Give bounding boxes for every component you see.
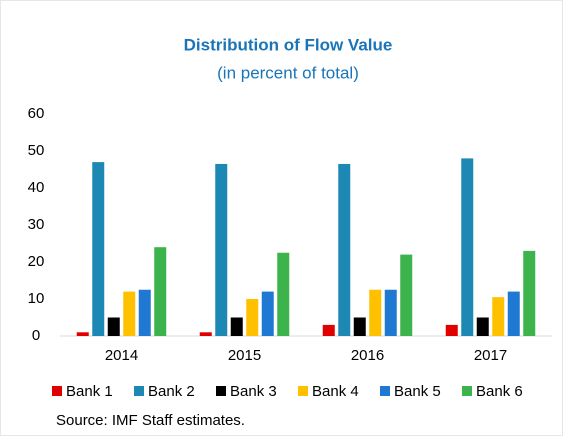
y-tick-label: 0 <box>32 327 40 344</box>
bar <box>138 289 151 336</box>
x-tick-label: 2016 <box>351 347 384 364</box>
bar <box>461 158 474 336</box>
legend-swatch <box>380 386 390 396</box>
bar <box>338 163 351 336</box>
legend-label: Bank 1 <box>66 383 113 400</box>
bar <box>261 291 274 336</box>
legend-swatch <box>52 386 62 396</box>
bar <box>322 324 335 336</box>
y-tick-label: 60 <box>28 105 45 122</box>
bar <box>246 299 259 336</box>
bar <box>107 317 120 336</box>
bar <box>445 324 458 336</box>
bar <box>523 250 536 336</box>
source-note: Source: IMF Staff estimates. <box>56 412 245 429</box>
y-tick-label: 10 <box>28 290 45 307</box>
bar <box>384 289 397 336</box>
bar <box>277 252 290 336</box>
legend-label: Bank 5 <box>394 383 441 400</box>
legend-label: Bank 2 <box>148 383 195 400</box>
bar <box>215 163 228 336</box>
bar <box>154 247 167 336</box>
y-tick-label: 20 <box>28 253 45 270</box>
bar <box>369 289 382 336</box>
bar <box>507 291 520 336</box>
legend-swatch <box>134 386 144 396</box>
bar <box>76 332 89 336</box>
legend-label: Bank 6 <box>476 383 523 400</box>
bar <box>92 162 105 336</box>
legend-label: Bank 3 <box>230 383 277 400</box>
x-tick-label: 2015 <box>228 347 261 364</box>
bar <box>199 332 212 336</box>
chart-subtitle: (in percent of total) <box>217 63 359 82</box>
x-tick-label: 2017 <box>474 347 507 364</box>
bar <box>400 254 413 336</box>
legend-swatch <box>216 386 226 396</box>
bar <box>123 291 136 336</box>
chart-title: Distribution of Flow Value <box>184 35 393 54</box>
legend-label: Bank 4 <box>312 383 359 400</box>
y-tick-label: 40 <box>28 179 45 196</box>
y-tick-label: 50 <box>28 142 45 159</box>
bar <box>492 297 505 336</box>
x-tick-label: 2014 <box>105 347 138 364</box>
bar <box>476 317 489 336</box>
bar <box>230 317 243 336</box>
legend-swatch <box>462 386 472 396</box>
bar <box>353 317 366 336</box>
y-tick-label: 30 <box>28 216 45 233</box>
legend-swatch <box>298 386 308 396</box>
